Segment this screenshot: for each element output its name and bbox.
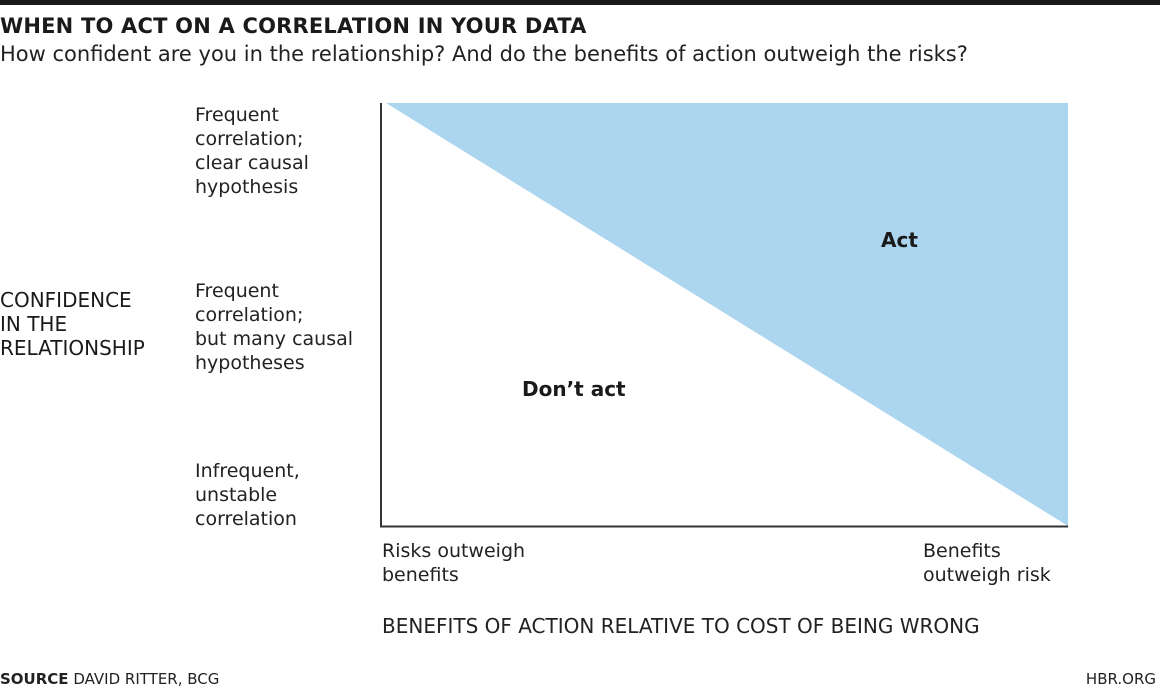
top-rule [0, 0, 1160, 5]
act-region [386, 103, 1068, 526]
decision-plot-svg [380, 103, 1068, 528]
diagram-title: WHEN TO ACT ON A CORRELATION IN YOUR DAT… [0, 14, 587, 38]
source-credit: SOURCE DAVID RITTER, BCG [0, 670, 219, 688]
source-tag: SOURCE [0, 670, 69, 688]
diagram-subtitle: How confident are you in the relationshi… [0, 42, 968, 66]
y-axis-title: CONFIDENCE IN THE RELATIONSHIP [0, 288, 145, 360]
decision-plot-area: Act Don’t act [380, 103, 1068, 528]
x-axis-title: BENEFITS OF ACTION RELATIVE TO COST OF B… [382, 614, 980, 638]
x-tick-risks-outweigh: Risks outweigh benefits [382, 540, 526, 586]
dont-act-region-label: Don’t act [522, 377, 626, 401]
brand-link[interactable]: HBR.ORG [1085, 670, 1156, 688]
act-region-label: Act [881, 228, 918, 252]
source-text: DAVID RITTER, BCG [68, 670, 220, 688]
x-tick-benefits-outweigh: Benefits outweigh risk [923, 540, 1051, 586]
y-tick-low-confidence: Infrequent, unstable correlation [195, 460, 300, 530]
y-tick-high-confidence: Frequent correlation; clear causal hypot… [195, 104, 309, 198]
y-tick-medium-confidence: Frequent correlation; but many causal hy… [195, 280, 354, 374]
